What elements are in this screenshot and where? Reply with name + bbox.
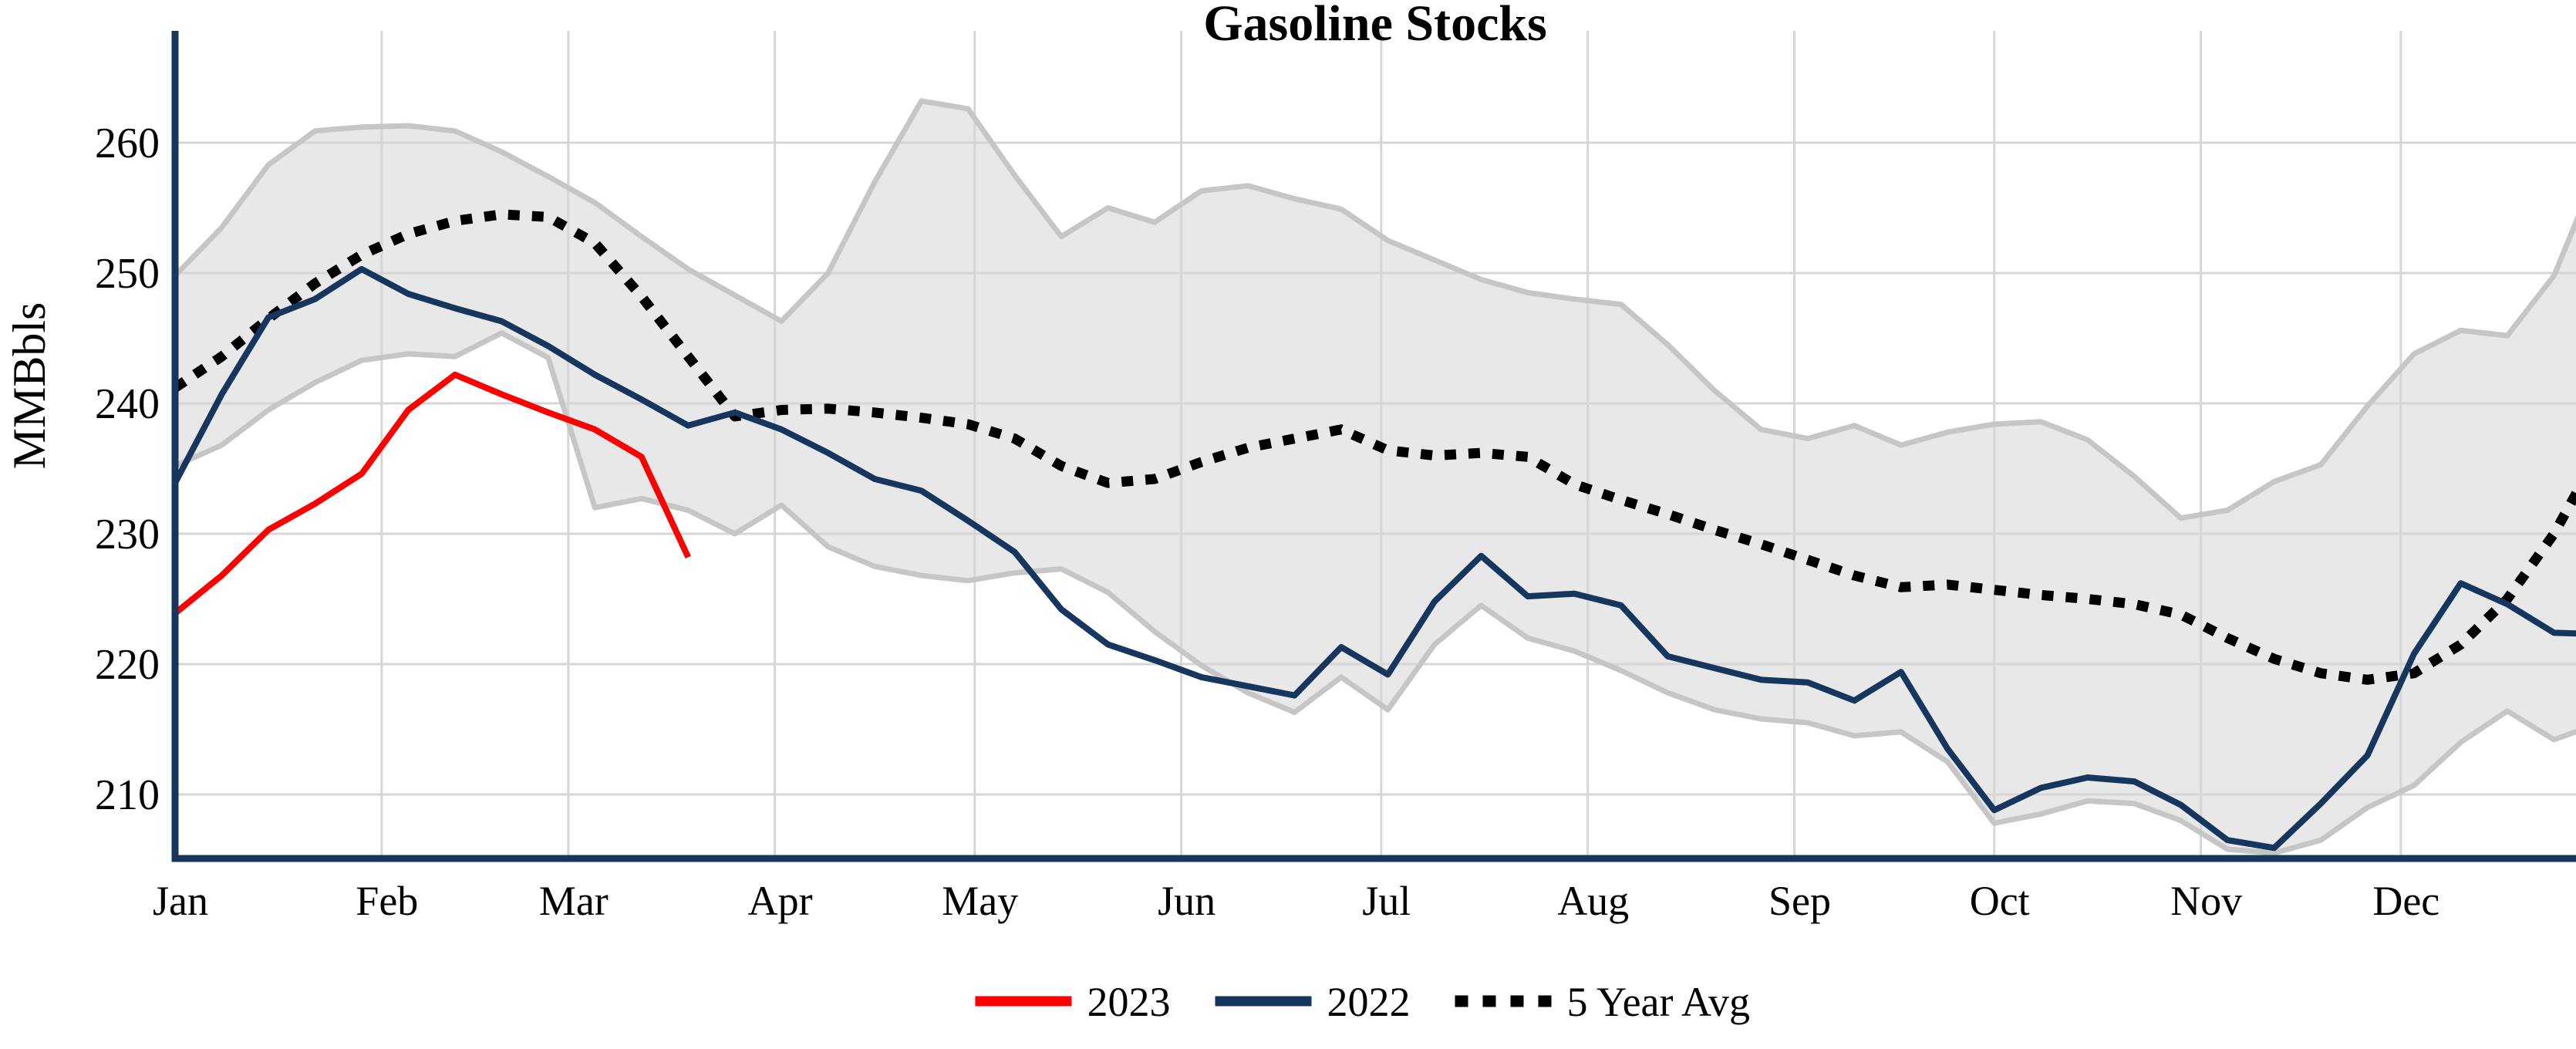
band-upper-edge bbox=[173, 98, 2576, 521]
band-lower-edge bbox=[174, 330, 2576, 856]
axes bbox=[171, 31, 2576, 862]
x-tick-label-mar: Mar bbox=[539, 878, 609, 924]
x-tick-label-aug: Aug bbox=[1557, 878, 1629, 924]
legend-label-2023: 2023 bbox=[1087, 979, 1171, 1025]
x-tick-label-nov: Nov bbox=[2170, 878, 2242, 924]
x-tick-label-sep: Sep bbox=[1768, 878, 1831, 924]
series-line-2023 bbox=[173, 371, 691, 616]
band-edges bbox=[173, 98, 2576, 856]
x-tick-label-apr: Apr bbox=[748, 878, 813, 924]
chart-title: Gasoline Stocks bbox=[1203, 0, 1547, 52]
y-tick-label-240: 240 bbox=[95, 380, 160, 428]
y-axis-label: MMBbls bbox=[4, 302, 55, 470]
x-tick-label-feb: Feb bbox=[356, 878, 418, 924]
x-tick-label-jul: Jul bbox=[1362, 878, 1411, 924]
y-tick-label-250: 250 bbox=[95, 250, 160, 298]
y-tick-label-260: 260 bbox=[95, 120, 160, 167]
series-lines bbox=[172, 209, 2576, 852]
axis-labels: Gasoline Stocks MMBbls 260 250 240 230 220 21… bbox=[4, 0, 2439, 924]
legend: 2023 2022 5 Year Avg bbox=[975, 979, 1751, 1025]
x-tick-label-jan: Jan bbox=[153, 878, 208, 924]
y-tick-label-220: 220 bbox=[95, 641, 160, 689]
y-tick-label-210: 210 bbox=[95, 771, 160, 819]
x-tick-label-may: May bbox=[942, 878, 1018, 924]
series-line-5-year-avg bbox=[172, 209, 2576, 685]
y-tick-label-230: 230 bbox=[95, 511, 160, 558]
legend-label-5-year-avg: 5 Year Avg bbox=[1567, 979, 1751, 1025]
legend-label-2022: 2022 bbox=[1327, 979, 1411, 1025]
x-tick-label-dec: Dec bbox=[2372, 878, 2439, 924]
x-tick-label-oct: Oct bbox=[1970, 878, 2030, 924]
series-line-2022 bbox=[172, 265, 2576, 852]
x-tick-label-jun: Jun bbox=[1158, 878, 1216, 924]
